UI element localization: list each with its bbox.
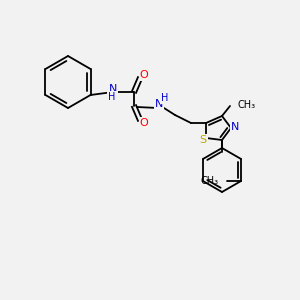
Text: N: N: [231, 122, 239, 132]
Text: CH₃: CH₃: [237, 100, 255, 110]
Text: H: H: [161, 93, 169, 103]
Text: N: N: [109, 84, 117, 94]
Text: O: O: [140, 70, 148, 80]
Text: N: N: [155, 99, 163, 109]
Text: H: H: [108, 92, 116, 102]
Text: O: O: [140, 118, 148, 128]
Text: CH₃: CH₃: [201, 176, 219, 186]
Text: S: S: [200, 135, 207, 145]
